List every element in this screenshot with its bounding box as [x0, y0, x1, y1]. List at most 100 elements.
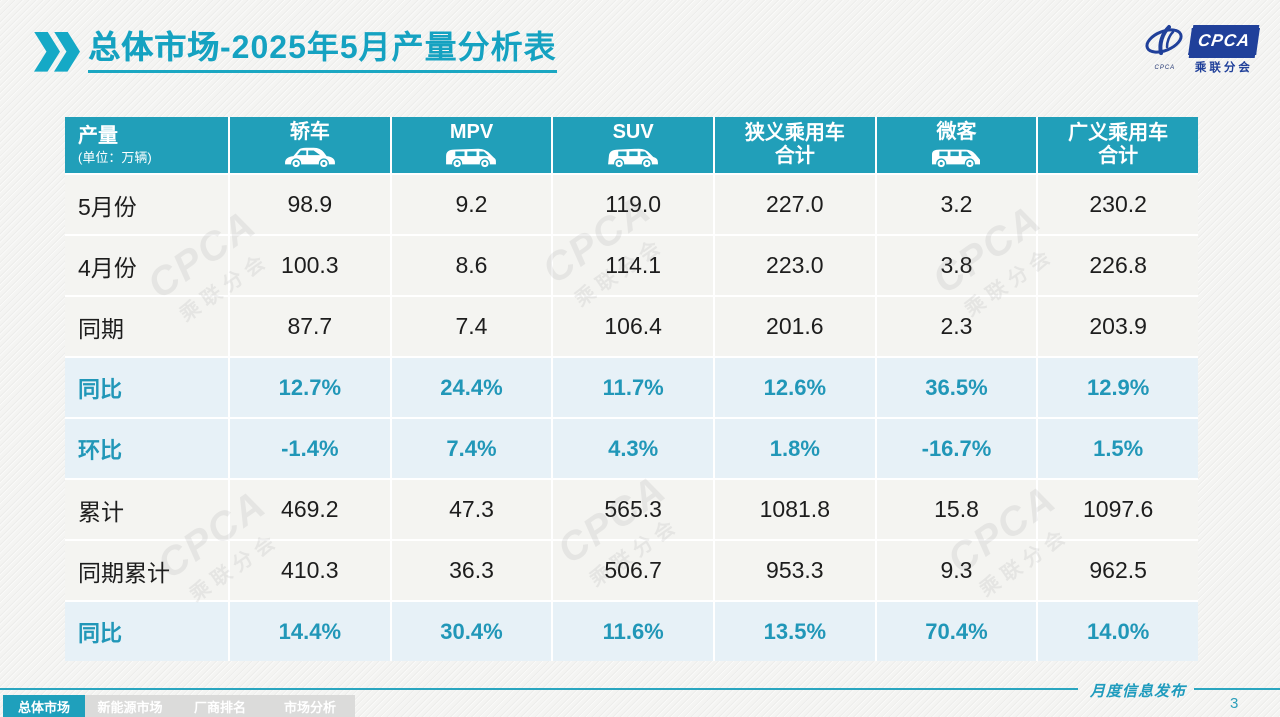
table-cell: 9.3	[876, 541, 1037, 600]
table-cell: 11.6%	[553, 602, 713, 661]
table-cell: 100.3	[230, 236, 390, 295]
table-cell: 3.8	[876, 236, 1037, 295]
tab-overall-market[interactable]: 总体市场	[3, 695, 85, 717]
sedan-icon	[282, 145, 338, 169]
table-cell: 1.8%	[715, 419, 875, 478]
table-cell: 11.7%	[553, 358, 713, 417]
table-cell: 1.5%	[1038, 419, 1198, 478]
column-header-sedan: 轿车	[230, 117, 390, 173]
row-label: 同比	[65, 602, 228, 661]
table-row-cumulative-yoy: 同比 14.4% 30.4% 11.6% 13.5% 70.4% 14.0%	[65, 602, 1198, 661]
table-cell: 87.7	[230, 297, 390, 356]
header-unit-label: (单位：万辆)	[78, 149, 152, 165]
table-cell: 3.2	[876, 175, 1037, 234]
title-row: 总体市场-2025年5月产量分析表	[34, 29, 557, 74]
page-title-rest: -2025年5月产量分析表	[220, 29, 557, 65]
tab-nev-market[interactable]: 新能源市场	[85, 695, 175, 717]
table-cell: -1.4%	[230, 419, 390, 478]
table-cell: 8.6	[391, 236, 552, 295]
table-cell: 15.8	[876, 480, 1037, 539]
table-cell: 1097.6	[1038, 480, 1198, 539]
table-cell: 98.9	[230, 175, 390, 234]
table-cell: 13.5%	[715, 602, 875, 661]
table-cell: 12.6%	[715, 358, 875, 417]
production-table: 产量 (单位：万辆) 轿车 MPV	[65, 117, 1198, 661]
table-cell: 47.3	[391, 480, 552, 539]
table-cell: 506.7	[553, 541, 713, 600]
table-row-may: 5月份 98.9 9.2 119.0 227.0 3.2 230.2	[65, 175, 1198, 234]
microvan-icon	[928, 145, 984, 169]
table-cell: 565.3	[553, 480, 713, 539]
table-cell: 226.8	[1038, 236, 1198, 295]
table-cell: 7.4%	[391, 419, 552, 478]
row-label: 同比	[65, 358, 228, 417]
table-cell: 223.0	[715, 236, 875, 295]
table-cell: 469.2	[230, 480, 390, 539]
table-cell: 14.4%	[230, 602, 390, 661]
page-title: 总体市场-2025年5月产量分析表	[88, 29, 557, 74]
table-row-cumulative-same-period: 同期累计 410.3 36.3 506.7 953.3 9.3 962.5	[65, 541, 1198, 600]
table-cell: 9.2	[391, 175, 552, 234]
table-cell: 201.6	[715, 297, 875, 356]
table-cell: 12.7%	[230, 358, 390, 417]
logo-name: 乘联分会	[1194, 62, 1253, 74]
table-cell: 30.4%	[391, 602, 552, 661]
column-label: 轿车	[289, 121, 330, 143]
chevron-right-icon	[34, 31, 60, 72]
column-header-narrow-pv: 狭义乘用车 合计	[715, 117, 875, 173]
row-label: 4月份	[65, 236, 228, 295]
column-label: 微客	[936, 121, 977, 143]
column-label: 广义乘用车	[1068, 122, 1169, 144]
table-cell: 203.9	[1038, 297, 1198, 356]
table-cell: 70.4%	[876, 602, 1037, 661]
table-cell: 36.3	[391, 541, 552, 600]
column-header-broad-pv: 广义乘用车 合计	[1038, 117, 1198, 173]
table-cell: 410.3	[230, 541, 390, 600]
footer-divider-line	[0, 688, 1078, 690]
table-cell: 227.0	[715, 175, 875, 234]
table-header-row: 产量 (单位：万辆) 轿车 MPV	[65, 117, 1198, 173]
table-row-cumulative: 累计 469.2 47.3 565.3 1081.8 15.8 1097.6	[65, 480, 1198, 539]
table-cell: 119.0	[553, 175, 713, 234]
table-cell: 230.2	[1038, 175, 1198, 234]
table-cell: 962.5	[1038, 541, 1198, 600]
page-title-bold: 总体市场	[88, 29, 221, 65]
suv-icon	[605, 145, 661, 169]
table-cell: 14.0%	[1038, 602, 1198, 661]
logo-small-text: CPCA	[1154, 65, 1176, 71]
table-cell: 12.9%	[1038, 358, 1198, 417]
cpca-logo: CPCA CPCA 乘联分会	[1143, 24, 1260, 75]
column-header-mpv: MPV	[391, 117, 552, 173]
footer-nav-tabs: 总体市场 新能源市场 厂商排名 市场分析	[3, 695, 355, 717]
table-row-mom: 环比 -1.4% 7.4% 4.3% 1.8% -16.7% 1.5%	[65, 419, 1198, 478]
row-label: 环比	[65, 419, 228, 478]
logo-swoosh-icon: CPCA	[1143, 24, 1187, 71]
row-label: 同期	[65, 297, 228, 356]
table-cell: 114.1	[553, 236, 713, 295]
table-row-same-period: 同期 87.7 7.4 106.4 201.6 2.3 203.9	[65, 297, 1198, 356]
logo-text-block: CPCA 乘联分会	[1187, 28, 1260, 75]
row-label: 5月份	[65, 175, 228, 234]
column-header-suv: SUV	[553, 117, 713, 173]
footer-divider-line-right	[1194, 688, 1280, 690]
column-label-line2: 合计	[1098, 145, 1139, 167]
column-label: 狭义乘用车	[744, 122, 845, 144]
double-chevron-icon	[34, 31, 80, 72]
column-label: SUV	[612, 121, 654, 143]
column-label: MPV	[449, 121, 494, 143]
table-cell: 2.3	[876, 297, 1037, 356]
header-corner-label: 产量	[78, 124, 118, 147]
page-number: 3	[1230, 695, 1239, 712]
table-cell: 24.4%	[391, 358, 552, 417]
table-row-yoy: 同比 12.7% 24.4% 11.7% 12.6% 36.5% 12.9%	[65, 358, 1198, 417]
column-header-microvan: 微客	[876, 117, 1037, 173]
table-cell: 7.4	[391, 297, 552, 356]
table-cell: 36.5%	[876, 358, 1037, 417]
header-corner-cell: 产量 (单位：万辆)	[65, 117, 228, 173]
tab-market-analysis[interactable]: 市场分析	[265, 695, 355, 717]
publication-label: 月度信息发布	[1089, 682, 1186, 700]
tab-oem-ranking[interactable]: 厂商排名	[175, 695, 265, 717]
table-cell: 106.4	[553, 297, 713, 356]
logo-acronym: CPCA	[1187, 28, 1260, 55]
